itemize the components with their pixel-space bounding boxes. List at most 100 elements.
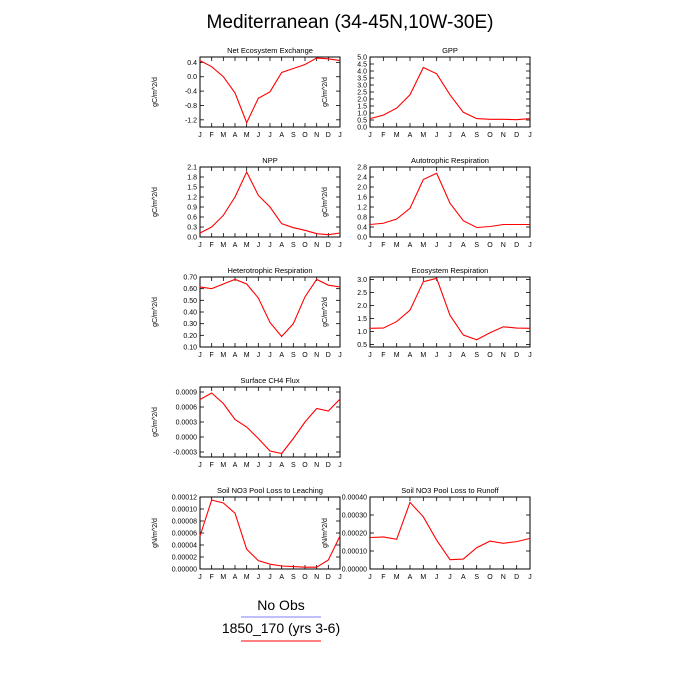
y-tick-label: 1.5 [357, 104, 367, 111]
y-tick-label: 0.0 [357, 235, 367, 242]
y-tick-label: 2.5 [357, 90, 367, 97]
panel-title: GPP [442, 46, 458, 55]
y-tick-label: 0.0 [187, 74, 197, 81]
y-tick-label: 1.0 [357, 329, 367, 336]
x-tick-label: D [326, 574, 331, 581]
plot-frame [199, 166, 341, 238]
x-tick-label: N [501, 574, 506, 581]
x-tick-label: S [474, 574, 479, 581]
x-tick-label: J [268, 574, 272, 581]
legend-model-label: 1850_170 (yrs 3-6) [222, 620, 340, 636]
y-tick-label: 2.5 [357, 290, 367, 297]
x-tick-label: A [233, 132, 238, 139]
x-tick-label: M [220, 242, 226, 249]
panel-title: Autotrophic Respiration [411, 156, 489, 165]
plot-frame [369, 56, 531, 128]
x-tick-label: F [381, 574, 385, 581]
x-tick-label: D [326, 352, 331, 359]
x-tick-label: J [257, 132, 261, 139]
x-tick-label: F [210, 242, 214, 249]
y-tick-label: 0.00000 [342, 567, 367, 574]
x-tick-label: O [302, 132, 308, 139]
legend: No Obs 1850_170 (yrs 3-6) [222, 597, 340, 642]
x-tick-label: M [420, 574, 426, 581]
x-tick-label: J [338, 132, 342, 139]
y-tick-label: 0.30 [183, 321, 197, 328]
x-tick-label: M [394, 352, 400, 359]
y-tick-label: 2.0 [357, 185, 367, 192]
y-tick-label: 0.4 [187, 60, 197, 67]
x-tick-label: J [198, 242, 202, 249]
y-tick-label: 1.2 [187, 195, 197, 202]
y-tick-label: 0.6 [187, 215, 197, 222]
y-tick-label: 1.2 [357, 205, 367, 212]
x-tick-label: J [368, 574, 372, 581]
x-tick-label: S [474, 132, 479, 139]
x-tick-label: O [487, 242, 493, 249]
y-tick-label: 0.8 [357, 215, 367, 222]
x-tick-label: O [487, 132, 493, 139]
x-tick-label: M [244, 574, 250, 581]
y-tick-label: -1.2 [185, 117, 197, 124]
x-tick-label: N [501, 352, 506, 359]
plot-frame [369, 496, 531, 570]
panel-title: Soil NO3 Pool Loss to Runoff [401, 486, 499, 495]
x-tick-label: J [198, 132, 202, 139]
x-tick-label: A [279, 462, 284, 469]
x-tick-label: D [514, 574, 519, 581]
y-tick-label: 3.5 [357, 76, 367, 83]
x-tick-label: J [257, 352, 261, 359]
panel-ch4: Surface CH4 Flux gC/m^2/d -0.0003 0.0000 0.0… [152, 376, 342, 469]
x-tick-label: M [244, 462, 250, 469]
y-tick-label: 2.8 [357, 165, 367, 172]
x-tick-label: A [461, 574, 466, 581]
x-tick-label: A [408, 352, 413, 359]
y-tick-label: 1.6 [357, 195, 367, 202]
y-tick-label: 0.00004 [172, 543, 197, 550]
y-tick-label: 2.4 [357, 175, 367, 182]
y-axis-label: gC/m^2/d [152, 77, 159, 107]
x-tick-label: A [279, 132, 284, 139]
series-line [369, 172, 530, 229]
x-tick-label: J [268, 462, 272, 469]
x-tick-label: D [514, 352, 519, 359]
x-tick-label: A [408, 132, 413, 139]
x-tick-label: S [291, 352, 296, 359]
x-tick-label: O [487, 352, 493, 359]
x-tick-label: A [233, 242, 238, 249]
y-tick-label: 0.0 [187, 235, 197, 242]
y-tick-label: 0.10 [183, 345, 197, 352]
x-tick-label: J [368, 242, 372, 249]
x-tick-label: J [268, 242, 272, 249]
x-tick-label: F [210, 462, 214, 469]
x-tick-label: J [338, 242, 342, 249]
plot-frame [199, 386, 341, 458]
x-tick-label: F [210, 132, 214, 139]
x-tick-label: A [408, 574, 413, 581]
series-line [369, 66, 531, 121]
x-tick-label: J [268, 132, 272, 139]
x-tick-label: M [220, 574, 226, 581]
y-tick-label: 0.60 [183, 286, 197, 293]
x-tick-label: M [394, 242, 400, 249]
x-tick-label: A [279, 352, 284, 359]
panel-title: Heterotrophic Respiration [227, 266, 312, 275]
x-tick-label: N [314, 242, 319, 249]
x-tick-label: J [528, 132, 532, 139]
x-tick-label: J [368, 132, 372, 139]
x-tick-label: J [198, 574, 202, 581]
y-tick-label: -0.8 [185, 103, 197, 110]
x-tick-label: N [314, 352, 319, 359]
y-tick-label: 0.9 [187, 205, 197, 212]
x-tick-label: O [302, 242, 308, 249]
y-tick-label: 0.00040 [342, 495, 367, 502]
y-tick-label: 0.0 [357, 125, 367, 132]
x-tick-label: J [198, 462, 202, 469]
x-tick-label: J [448, 242, 452, 249]
x-tick-label: A [233, 574, 238, 581]
x-tick-label: M [420, 132, 426, 139]
panel-title: NPP [262, 156, 277, 165]
x-tick-label: S [474, 352, 479, 359]
y-tick-label: 0.00000 [172, 567, 197, 574]
